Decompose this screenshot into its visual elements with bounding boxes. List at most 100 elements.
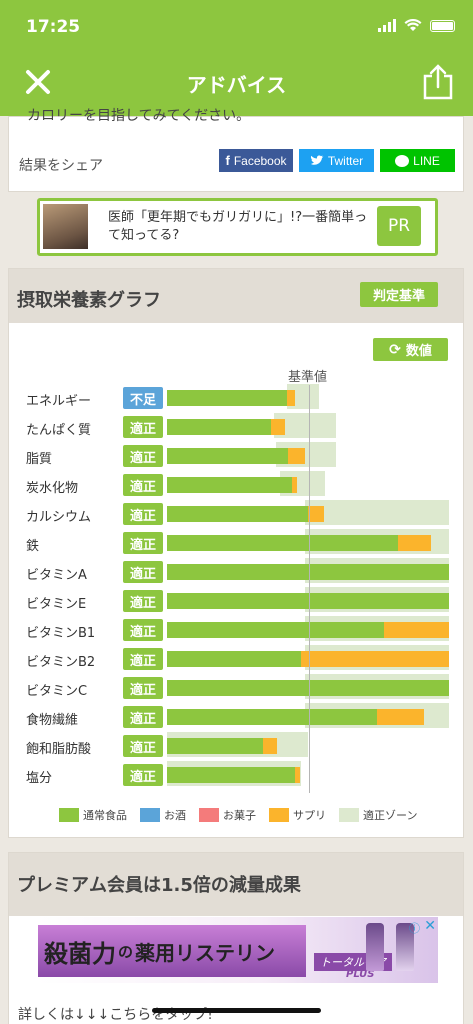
status-badge: 適正 xyxy=(123,474,163,496)
bar-track xyxy=(167,732,449,757)
share-icon[interactable] xyxy=(421,63,455,101)
refresh-icon: ⟳ xyxy=(389,341,401,358)
legend-item: 適正ゾーン xyxy=(339,807,417,823)
bar-normal-food xyxy=(167,506,308,522)
legend-swatch xyxy=(199,808,219,822)
bar-track xyxy=(167,616,449,641)
home-indicator xyxy=(152,1008,321,1013)
nutrient-row: ビタミンB1 適正 xyxy=(9,616,463,643)
legend: 通常食品 お酒 お菓子 サプリ 適正ゾーン xyxy=(59,807,417,823)
advice-card: カロリーを目指してみてください。 結果をシェア f Facebook Twitte… xyxy=(8,108,464,192)
pr-button[interactable]: PR xyxy=(377,206,421,246)
bottle-image xyxy=(366,923,384,971)
show-values-button[interactable]: ⟳ 数値 xyxy=(373,338,448,361)
ad-banner[interactable]: 医師「更年期でもガリガリに」!?一番簡単って知ってる? PR xyxy=(37,198,438,256)
nav-bar: アドバイス xyxy=(0,50,473,116)
bar-track xyxy=(167,674,449,699)
legend-swatch xyxy=(59,808,79,822)
bar-normal-food xyxy=(167,477,293,493)
bar-track xyxy=(167,761,449,786)
bar-track xyxy=(167,413,449,438)
status-badge: 適正 xyxy=(123,532,163,554)
status-badge: 適正 xyxy=(123,590,163,612)
facebook-share-button[interactable]: f Facebook xyxy=(219,149,293,172)
legend-swatch xyxy=(339,808,359,822)
nutrient-row: 飽和脂肪酸 適正 xyxy=(9,732,463,759)
status-badge: 適正 xyxy=(123,648,163,670)
bar-normal-food xyxy=(167,448,289,464)
nutrient-name: ビタミンC xyxy=(26,684,88,699)
legend-item: 通常食品 xyxy=(59,807,127,823)
twitter-share-button[interactable]: Twitter xyxy=(299,149,374,172)
bar-supplement xyxy=(292,477,297,493)
bar-normal-food xyxy=(167,593,449,609)
legend-label: お酒 xyxy=(164,809,186,822)
bar-normal-food xyxy=(167,390,287,406)
premium-header: プレミアム会員は1.5倍の減量成果 xyxy=(9,853,463,917)
bar-supplement xyxy=(295,767,300,783)
bar-track xyxy=(167,558,449,583)
bar-supplement xyxy=(262,738,277,754)
status-badge: 適正 xyxy=(123,561,163,583)
bar-normal-food xyxy=(167,680,449,696)
bar-normal-food xyxy=(167,535,399,551)
nutrient-name: たんぱく質 xyxy=(26,423,92,438)
ad-close-icon[interactable]: ✕ xyxy=(424,918,436,934)
nutrient-row: 鉄 適正 xyxy=(9,529,463,556)
nutrient-name: 塩分 xyxy=(26,771,53,786)
nutrient-name: ビタミンB1 xyxy=(26,626,96,641)
legend-label: サプリ xyxy=(293,809,326,822)
status-badge: 適正 xyxy=(123,503,163,525)
bar-supplement xyxy=(398,535,431,551)
bar-normal-food xyxy=(167,709,378,725)
nutrient-name: エネルギー xyxy=(26,394,92,409)
bar-supplement xyxy=(377,709,424,725)
page-title: アドバイス xyxy=(186,73,287,97)
share-label: 結果をシェア xyxy=(19,158,103,174)
bar-normal-food xyxy=(167,419,272,435)
battery-icon xyxy=(430,19,455,32)
ad-text: 医師「更年期でもガリガリに」!?一番簡単って知ってる? xyxy=(108,210,368,243)
close-icon[interactable] xyxy=(24,68,52,96)
twitter-icon xyxy=(310,155,324,165)
line-share-button[interactable]: LINE xyxy=(380,149,455,172)
nutrient-row: ビタミンC 適正 xyxy=(9,674,463,701)
status-badge: 適正 xyxy=(123,619,163,641)
bar-track xyxy=(167,645,449,670)
legend-label: 通常食品 xyxy=(83,809,127,822)
nutrient-name: 食物繊維 xyxy=(26,713,79,728)
baseline-line xyxy=(309,385,310,793)
line-icon xyxy=(395,154,410,167)
nutrient-name: ビタミンB2 xyxy=(26,655,96,670)
legend-swatch xyxy=(269,808,289,822)
bar-normal-food xyxy=(167,622,385,638)
nutrient-name: ビタミンE xyxy=(26,597,87,612)
graph-header: 摂取栄養素グラフ 判定基準 xyxy=(9,269,463,323)
nutrient-row: ビタミンA 適正 xyxy=(9,558,463,585)
wifi-icon xyxy=(404,19,422,31)
facebook-icon: f xyxy=(225,153,230,168)
bar-supplement xyxy=(308,506,324,522)
bottom-ad[interactable]: 殺菌力 の 薬用リステリン トータルケア PLUS ⓘ ✕ xyxy=(36,917,438,983)
status-time: 17:25 xyxy=(26,17,81,37)
criteria-button[interactable]: 判定基準 xyxy=(360,282,438,307)
nutrient-row: カルシウム 適正 xyxy=(9,500,463,527)
nutrient-name: カルシウム xyxy=(26,510,92,525)
status-badge: 適正 xyxy=(123,677,163,699)
status-badge: 適正 xyxy=(123,445,163,467)
bar-supplement xyxy=(271,419,286,435)
ad-info-icon[interactable]: ⓘ xyxy=(409,922,420,935)
nutrient-name: 飽和脂肪酸 xyxy=(26,742,92,757)
legend-item: お菓子 xyxy=(199,807,256,823)
nutrient-graph-card: 摂取栄養素グラフ 判定基準 ⟳ 数値 基準値 エネルギー 不足 たんぱく質 適正 脂質 適正… xyxy=(8,268,464,838)
bar-track xyxy=(167,442,449,467)
nutrient-row: たんぱく質 適正 xyxy=(9,413,463,440)
ad-product-sub: PLUS xyxy=(346,969,375,980)
bar-supplement xyxy=(286,390,296,406)
nutrient-row: 炭水化物 適正 xyxy=(9,471,463,498)
nutrient-name: ビタミンA xyxy=(26,568,87,583)
bar-track xyxy=(167,471,449,496)
nutrient-name: 脂質 xyxy=(26,452,53,467)
adequate-zone xyxy=(305,500,449,525)
ad-headline: 殺菌力 の 薬用リステリン xyxy=(38,925,306,977)
